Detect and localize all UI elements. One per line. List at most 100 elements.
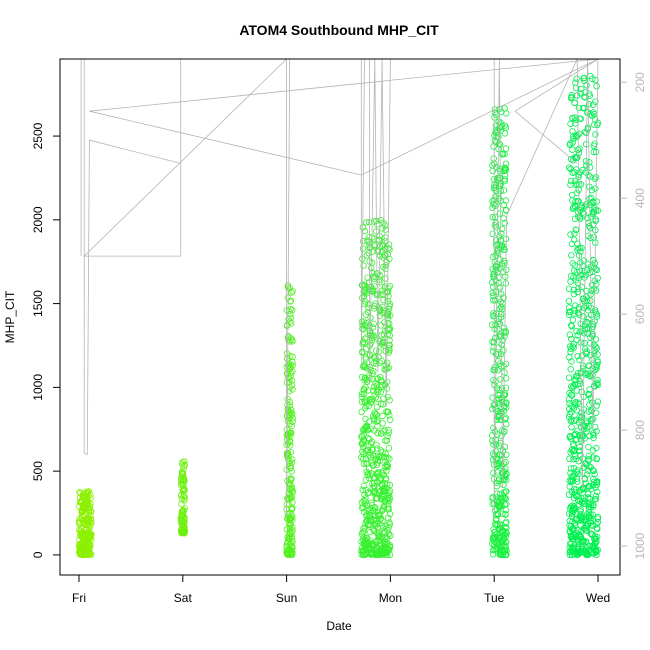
data-point <box>489 551 497 558</box>
data-point <box>567 278 574 285</box>
data-point <box>492 448 499 455</box>
data-point <box>287 432 294 440</box>
data-point <box>358 440 365 447</box>
data-point <box>584 125 591 133</box>
data-point <box>566 410 573 418</box>
data-point <box>383 365 391 372</box>
data-point <box>373 508 380 516</box>
data-point <box>493 200 500 208</box>
data-point <box>180 474 187 481</box>
data-point <box>83 525 90 533</box>
data-point <box>181 495 188 502</box>
data-point <box>593 481 600 489</box>
data-point <box>569 197 576 204</box>
data-point <box>501 177 508 185</box>
data-point <box>577 248 584 255</box>
data-point <box>493 493 500 500</box>
data-point <box>566 304 573 311</box>
data-point <box>374 523 381 531</box>
data-point <box>490 200 497 208</box>
data-point <box>363 219 370 226</box>
data-point <box>575 306 582 313</box>
data-point <box>584 520 591 527</box>
data-point <box>359 438 367 446</box>
data-point <box>79 532 87 539</box>
data-point <box>361 335 369 343</box>
data-point <box>493 138 500 146</box>
data-point <box>498 409 505 416</box>
data-point <box>288 475 295 483</box>
data-point <box>85 526 93 533</box>
data-point <box>288 468 295 475</box>
data-point <box>497 524 504 532</box>
data-point <box>593 551 600 558</box>
data-point <box>83 544 91 551</box>
data-point <box>567 231 574 238</box>
plot-points <box>75 72 602 559</box>
data-point <box>180 463 187 470</box>
data-point <box>360 237 367 245</box>
data-point <box>592 336 600 343</box>
data-point <box>502 197 510 204</box>
data-point <box>289 418 296 425</box>
data-point <box>362 311 369 318</box>
data-point <box>499 494 506 501</box>
data-point <box>289 456 296 463</box>
data-point <box>358 390 366 397</box>
data-point <box>373 471 381 478</box>
data-point <box>571 168 578 176</box>
data-point <box>370 320 377 327</box>
y-tick-label: 500 <box>31 461 45 481</box>
data-point <box>496 549 504 556</box>
data-point <box>385 524 392 531</box>
data-point <box>569 146 576 153</box>
data-point <box>496 165 503 172</box>
data-point <box>502 145 510 152</box>
data-point <box>500 476 507 484</box>
data-point <box>78 515 85 523</box>
data-point <box>367 366 374 374</box>
data-point <box>569 128 576 135</box>
data-point <box>494 318 502 325</box>
data-point <box>568 335 575 343</box>
data-point <box>585 362 592 370</box>
data-point <box>590 503 597 510</box>
x-tick-label: Tue <box>484 591 505 605</box>
data-point <box>591 542 598 549</box>
data-point <box>589 365 596 372</box>
data-point <box>384 378 391 386</box>
data-point <box>500 460 507 467</box>
data-point <box>576 145 583 152</box>
data-point <box>592 76 599 84</box>
data-point <box>358 547 365 555</box>
data-point <box>372 347 380 354</box>
data-point <box>574 478 581 485</box>
y2-axis: 200 400 600 800 1000 <box>620 72 647 559</box>
y2-tick-label: 800 <box>633 420 647 440</box>
data-point <box>589 447 596 454</box>
data-point <box>503 500 510 508</box>
data-point <box>179 512 186 519</box>
data-point <box>565 396 573 403</box>
data-point <box>585 101 593 108</box>
data-point <box>502 384 510 391</box>
data-point <box>362 415 369 423</box>
data-point <box>576 400 583 408</box>
y-tick-label: 2500 <box>31 122 45 149</box>
data-point <box>384 461 391 469</box>
data-point <box>501 260 508 267</box>
data-point <box>577 532 584 539</box>
data-point <box>384 393 391 400</box>
data-point <box>583 81 590 89</box>
data-point <box>180 476 187 484</box>
data-point <box>490 366 497 374</box>
data-point <box>379 517 386 525</box>
data-point <box>570 494 578 502</box>
data-point <box>591 496 598 503</box>
data-point <box>285 332 292 340</box>
data-point <box>383 312 390 319</box>
data-point <box>493 531 500 538</box>
data-point <box>382 283 389 290</box>
data-point <box>575 540 582 548</box>
data-point <box>369 413 377 420</box>
